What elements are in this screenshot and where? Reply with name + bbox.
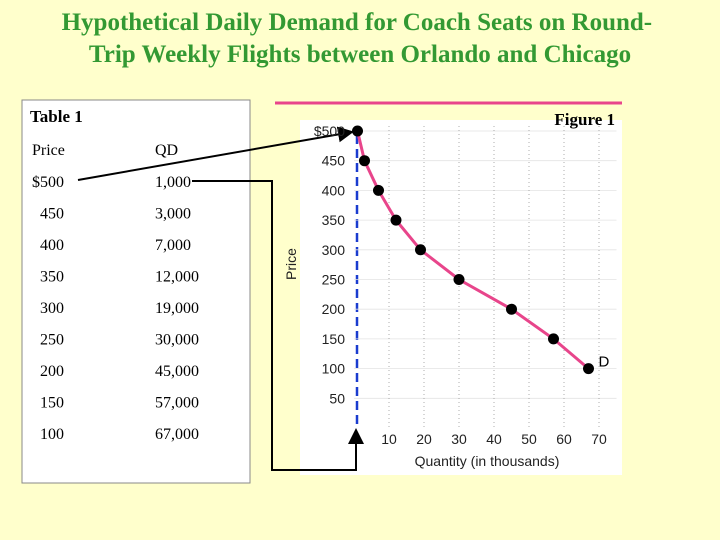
data-point bbox=[390, 214, 402, 226]
table-cell: 45,000 bbox=[155, 363, 199, 380]
chart-panel bbox=[300, 120, 622, 475]
data-point bbox=[506, 303, 517, 315]
x-tick-label: 30 bbox=[451, 431, 467, 447]
table-cell: 3,000 bbox=[155, 206, 191, 223]
chart-title: Figure 1 bbox=[554, 110, 615, 129]
table-box bbox=[21, 99, 251, 484]
y-tick-label: 150 bbox=[322, 331, 346, 347]
y-tick-label: 350 bbox=[322, 212, 346, 228]
table: Price QD $500 1,000 450 3,000 400 7,000 350 12,00… bbox=[32, 142, 199, 443]
table-cell: 1,000 bbox=[155, 174, 191, 191]
x-tick-label: 70 bbox=[591, 431, 607, 447]
table-title: Table 1 bbox=[30, 107, 83, 126]
table-cell: 7,000 bbox=[155, 237, 191, 254]
y-tick-label: 100 bbox=[322, 361, 346, 377]
column-header: Price bbox=[32, 142, 65, 159]
table-cell: 30,000 bbox=[155, 332, 199, 349]
x-tick-label: 50 bbox=[521, 431, 537, 447]
table-cell: 12,000 bbox=[155, 269, 199, 286]
table-cell: 150 bbox=[40, 395, 64, 412]
table-cell: 200 bbox=[40, 363, 64, 380]
chart: Figure 1 $500 450 400 350 300 250 200 150 100 50 10… bbox=[283, 110, 617, 469]
table-cell: 19,000 bbox=[155, 300, 199, 317]
data-point bbox=[352, 125, 363, 137]
y-tick-label: 300 bbox=[322, 242, 346, 258]
data-point bbox=[373, 184, 384, 196]
y-tick-label: 250 bbox=[322, 272, 346, 288]
table-cell: 300 bbox=[40, 300, 64, 317]
x-tick-label: 60 bbox=[556, 431, 572, 447]
x-tick-label: 10 bbox=[381, 431, 397, 447]
slide-title: Hypothetical Daily Demand for Coach Seat… bbox=[62, 9, 659, 68]
table-cell: 400 bbox=[40, 237, 64, 254]
column-header: QD bbox=[155, 142, 178, 159]
data-point bbox=[583, 363, 594, 375]
y-tick-label: 400 bbox=[322, 182, 346, 198]
title-line: Hypothetical Daily Demand for Coach Seat… bbox=[62, 9, 653, 36]
legend-label: D bbox=[599, 354, 610, 371]
data-point bbox=[453, 274, 465, 285]
y-tick-label: 50 bbox=[329, 390, 345, 406]
y-tick-label: 200 bbox=[322, 301, 346, 317]
table-cell: 450 bbox=[40, 206, 64, 223]
y-tick-label: 450 bbox=[322, 153, 346, 169]
x-tick-label: 40 bbox=[486, 431, 502, 447]
title-line: Trip Weekly Flights between Orlando and … bbox=[89, 41, 631, 68]
table-cell: 100 bbox=[40, 426, 64, 443]
data-point bbox=[359, 155, 370, 167]
y-tick-label: $500 bbox=[314, 123, 345, 139]
data-point bbox=[548, 333, 559, 345]
table-cell: 67,000 bbox=[155, 426, 199, 443]
arrow bbox=[192, 180, 364, 471]
table-cell: 57,000 bbox=[155, 395, 199, 412]
x-axis-label: Quantity (in thousands) bbox=[415, 453, 560, 469]
table-cell: 350 bbox=[40, 269, 64, 286]
table-cell: $500 bbox=[32, 174, 64, 191]
arrow bbox=[77, 126, 354, 181]
x-tick-label: 20 bbox=[416, 431, 432, 447]
y-axis-label: Price bbox=[283, 248, 299, 280]
data-point bbox=[415, 244, 426, 256]
table-cell: 250 bbox=[40, 332, 64, 349]
